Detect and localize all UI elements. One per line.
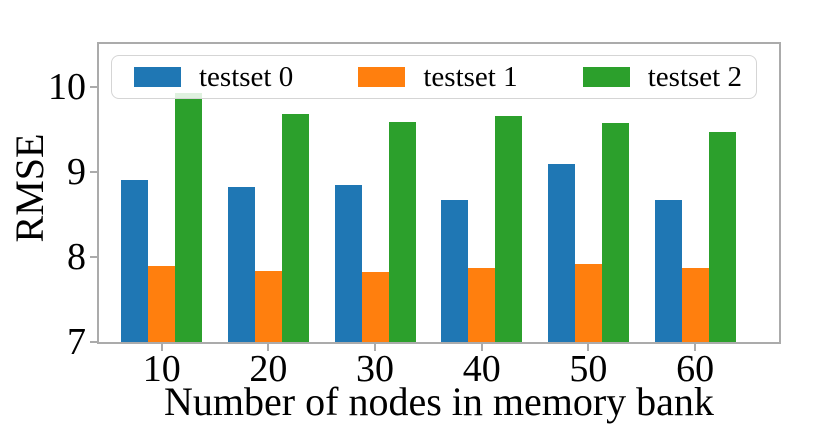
bar-testset-0-x60	[654, 199, 682, 342]
bar-testset-0-x50	[547, 164, 575, 342]
legend-item-testset-0: testset 0	[134, 60, 294, 93]
y-tick-mark-8	[90, 255, 97, 258]
bar-testset-1-x40	[468, 267, 496, 342]
x-tick-label-30: 30	[356, 348, 394, 390]
y-tick-label-10: 10	[48, 65, 86, 108]
bar-testset-1-x10	[148, 266, 176, 342]
legend-label: testset 1	[423, 60, 518, 93]
x-tick-label-50: 50	[569, 348, 608, 390]
legend-item-testset-1: testset 1	[358, 60, 518, 93]
y-tick-mark-9	[90, 170, 97, 173]
y-tick-mark-7	[90, 341, 97, 343]
x-tick-label-20: 20	[249, 348, 288, 390]
bar-testset-1-x20	[254, 270, 282, 342]
y-tick-mark-10	[90, 85, 97, 88]
bar-testset-2-x20	[281, 113, 309, 342]
bar-testset-2-x50	[601, 123, 629, 342]
bar-testset-0-x30	[334, 184, 362, 342]
x-tick-mark-60	[694, 344, 697, 351]
x-tick-label-40: 40	[462, 348, 501, 390]
bar-testset-0-x20	[227, 187, 255, 342]
x-tick-mark-10	[160, 344, 163, 351]
bar-testset-2-x40	[495, 115, 523, 342]
bar-testset-0-x40	[441, 199, 469, 342]
x-tick-mark-20	[267, 344, 270, 351]
x-tick-mark-50	[587, 344, 590, 351]
plot-area: testset 0 testset 1 testset 2	[97, 42, 781, 344]
legend-label: testset 0	[199, 60, 294, 93]
bar-testset-2-x10	[175, 92, 203, 342]
x-tick-mark-40	[480, 344, 483, 351]
bar-testset-1-x60	[681, 267, 709, 342]
legend: testset 0 testset 1 testset 2	[111, 55, 757, 99]
legend-swatch-icon	[358, 67, 406, 87]
bar-testset-2-x60	[708, 131, 736, 342]
y-tick-label-8: 8	[67, 235, 86, 278]
y-tick-label-7: 7	[67, 321, 86, 363]
bar-testset-1-x50	[574, 263, 602, 342]
legend-swatch-icon	[582, 67, 630, 87]
y-tick-label-9: 9	[67, 150, 86, 193]
x-tick-label-60: 60	[676, 348, 715, 390]
bar-testset-1-x30	[361, 272, 389, 342]
x-tick-mark-30	[374, 344, 376, 351]
legend-swatch-icon	[134, 67, 181, 87]
bar-testset-0-x10	[121, 180, 149, 342]
legend-label: testset 2	[647, 60, 742, 93]
bar-testset-2-x30	[388, 122, 416, 342]
legend-item-testset-2: testset 2	[582, 60, 742, 93]
x-tick-label-10: 10	[142, 348, 181, 390]
x-axis-label: Number of nodes in memory bank	[164, 379, 714, 424]
